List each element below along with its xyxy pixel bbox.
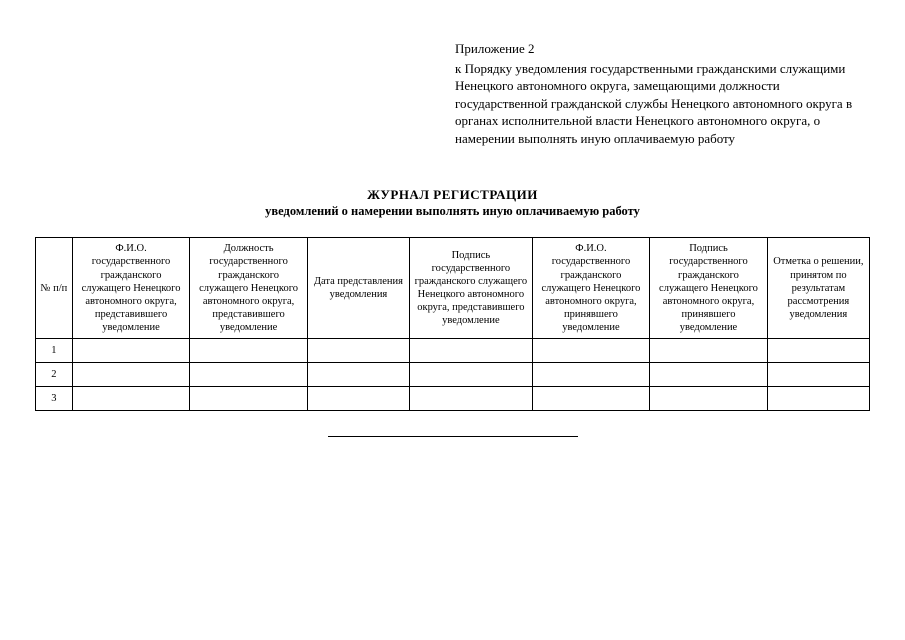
document-page: Приложение 2 к Порядку уведомления госуд… (0, 0, 905, 467)
table-cell (410, 387, 533, 411)
table-header-cell: Подпись государственного гражданского сл… (410, 238, 533, 339)
table-cell: 3 (36, 387, 73, 411)
table-cell (307, 387, 409, 411)
table-cell (767, 387, 869, 411)
table-row: 2 (36, 363, 870, 387)
title-line-2: уведомлений о намерении выполнять иную о… (35, 204, 870, 219)
table-head: № п/пФ.И.О. государственного гражданског… (36, 238, 870, 339)
table-row: 3 (36, 387, 870, 411)
table-cell: 1 (36, 339, 73, 363)
table-cell (532, 339, 650, 363)
table-cell (307, 363, 409, 387)
table-header-cell: № п/п (36, 238, 73, 339)
bottom-divider (328, 436, 578, 437)
table-cell (410, 339, 533, 363)
document-title: ЖУРНАЛ РЕГИСТРАЦИИ уведомлений о намерен… (35, 187, 870, 219)
title-line-1: ЖУРНАЛ РЕГИСТРАЦИИ (35, 187, 870, 203)
table-cell (190, 387, 308, 411)
table-cell (650, 339, 768, 363)
table-cell: 2 (36, 363, 73, 387)
appendix-block: Приложение 2 к Порядку уведомления госуд… (455, 40, 870, 147)
table-header-cell: Должность государственного гражданского … (190, 238, 308, 339)
table-cell (650, 387, 768, 411)
table-cell (307, 339, 409, 363)
table-cell (72, 363, 190, 387)
table-cell (767, 339, 869, 363)
table-cell (410, 363, 533, 387)
registration-table: № п/пФ.И.О. государственного гражданског… (35, 237, 870, 411)
appendix-number: Приложение 2 (455, 40, 870, 58)
table-header-cell: Дата представления уведомления (307, 238, 409, 339)
table-cell (767, 363, 869, 387)
table-cell (190, 339, 308, 363)
table-header-cell: Ф.И.О. государственного гражданского слу… (72, 238, 190, 339)
table-cell (190, 363, 308, 387)
table-cell (532, 387, 650, 411)
table-body: 123 (36, 339, 870, 411)
table-cell (532, 363, 650, 387)
table-cell (72, 387, 190, 411)
table-cell (72, 339, 190, 363)
table-header-row: № п/пФ.И.О. государственного гражданског… (36, 238, 870, 339)
appendix-text: к Порядку уведомления государственными г… (455, 60, 870, 148)
table-cell (650, 363, 768, 387)
table-header-cell: Подпись государственного гражданского сл… (650, 238, 768, 339)
table-header-cell: Отметка о решении, принятом по результат… (767, 238, 869, 339)
table-row: 1 (36, 339, 870, 363)
table-header-cell: Ф.И.О. государственного гражданского слу… (532, 238, 650, 339)
